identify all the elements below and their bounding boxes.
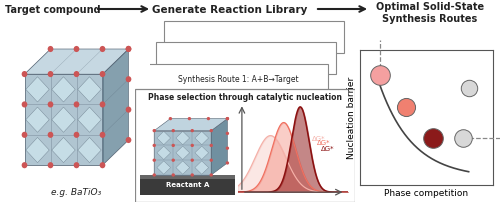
Polygon shape xyxy=(176,146,190,159)
Circle shape xyxy=(188,117,191,120)
Polygon shape xyxy=(52,137,75,163)
FancyBboxPatch shape xyxy=(135,89,355,202)
Circle shape xyxy=(22,132,28,138)
Circle shape xyxy=(48,46,54,52)
Circle shape xyxy=(126,106,132,113)
Circle shape xyxy=(152,129,156,132)
Circle shape xyxy=(74,101,80,108)
Circle shape xyxy=(22,162,28,168)
Circle shape xyxy=(226,147,229,150)
Circle shape xyxy=(48,71,54,77)
Circle shape xyxy=(226,132,229,135)
Circle shape xyxy=(48,162,54,168)
Circle shape xyxy=(226,117,229,120)
Circle shape xyxy=(226,117,229,120)
Circle shape xyxy=(100,71,105,77)
Circle shape xyxy=(210,144,213,147)
Circle shape xyxy=(210,159,213,162)
Circle shape xyxy=(74,71,80,77)
Polygon shape xyxy=(24,74,102,165)
Y-axis label: Nucleation barrier: Nucleation barrier xyxy=(347,76,356,159)
Polygon shape xyxy=(140,175,235,195)
Text: Synthesis Route 1: A+B→Target: Synthesis Route 1: A+B→Target xyxy=(178,75,298,84)
Circle shape xyxy=(168,117,172,120)
Circle shape xyxy=(226,161,229,165)
Polygon shape xyxy=(176,131,190,145)
Circle shape xyxy=(190,173,194,177)
Polygon shape xyxy=(176,161,190,174)
Circle shape xyxy=(206,117,210,120)
Circle shape xyxy=(100,46,105,52)
Circle shape xyxy=(126,46,132,52)
Circle shape xyxy=(126,76,132,82)
Circle shape xyxy=(152,173,156,177)
Polygon shape xyxy=(52,77,75,102)
Circle shape xyxy=(100,162,105,168)
Polygon shape xyxy=(140,175,235,179)
X-axis label: Phase competition: Phase competition xyxy=(384,189,468,198)
Polygon shape xyxy=(52,107,75,132)
Polygon shape xyxy=(154,131,212,175)
Circle shape xyxy=(22,101,28,108)
Circle shape xyxy=(172,173,175,177)
Point xyxy=(429,136,437,139)
Polygon shape xyxy=(195,146,208,159)
Polygon shape xyxy=(26,77,49,102)
Circle shape xyxy=(172,159,175,162)
Polygon shape xyxy=(102,49,128,165)
Circle shape xyxy=(190,144,194,147)
Polygon shape xyxy=(26,137,49,163)
Text: ΔG*: ΔG* xyxy=(316,140,330,146)
Polygon shape xyxy=(154,119,228,131)
Text: ΔG*: ΔG* xyxy=(321,146,334,152)
FancyBboxPatch shape xyxy=(148,64,328,95)
Circle shape xyxy=(100,101,105,108)
Circle shape xyxy=(210,129,213,132)
Circle shape xyxy=(48,132,54,138)
Circle shape xyxy=(126,137,132,143)
Circle shape xyxy=(74,162,80,168)
Circle shape xyxy=(190,129,194,132)
Circle shape xyxy=(126,46,132,52)
Polygon shape xyxy=(157,146,170,159)
FancyBboxPatch shape xyxy=(156,42,336,74)
Text: Reactant A: Reactant A xyxy=(166,182,209,188)
Circle shape xyxy=(172,144,175,147)
Text: Optimal Solid-State
Synthesis Routes: Optimal Solid-State Synthesis Routes xyxy=(376,2,484,24)
Circle shape xyxy=(152,159,156,162)
Polygon shape xyxy=(157,161,170,174)
Polygon shape xyxy=(26,107,49,132)
Polygon shape xyxy=(78,107,101,132)
Polygon shape xyxy=(212,119,228,175)
Circle shape xyxy=(74,46,80,52)
Circle shape xyxy=(210,173,213,177)
Point xyxy=(464,86,472,90)
Circle shape xyxy=(22,71,28,77)
Text: Generate Reaction Library: Generate Reaction Library xyxy=(152,5,308,15)
Circle shape xyxy=(48,101,54,108)
Polygon shape xyxy=(24,49,128,74)
Polygon shape xyxy=(195,131,208,145)
Polygon shape xyxy=(157,131,170,145)
Point xyxy=(376,73,384,76)
Point xyxy=(460,136,468,139)
FancyBboxPatch shape xyxy=(164,21,344,52)
Circle shape xyxy=(74,132,80,138)
Text: ΔG*: ΔG* xyxy=(312,136,326,142)
Circle shape xyxy=(190,159,194,162)
Point xyxy=(402,105,410,109)
Text: e.g. BaTiO₃: e.g. BaTiO₃ xyxy=(52,188,102,197)
Circle shape xyxy=(172,129,175,132)
Text: Phase selection through catalytic nucleation: Phase selection through catalytic nuclea… xyxy=(148,93,342,102)
Circle shape xyxy=(152,144,156,147)
Polygon shape xyxy=(78,77,101,102)
Circle shape xyxy=(100,132,105,138)
Polygon shape xyxy=(78,137,101,163)
Text: Target compound: Target compound xyxy=(5,5,100,15)
Polygon shape xyxy=(195,161,208,174)
